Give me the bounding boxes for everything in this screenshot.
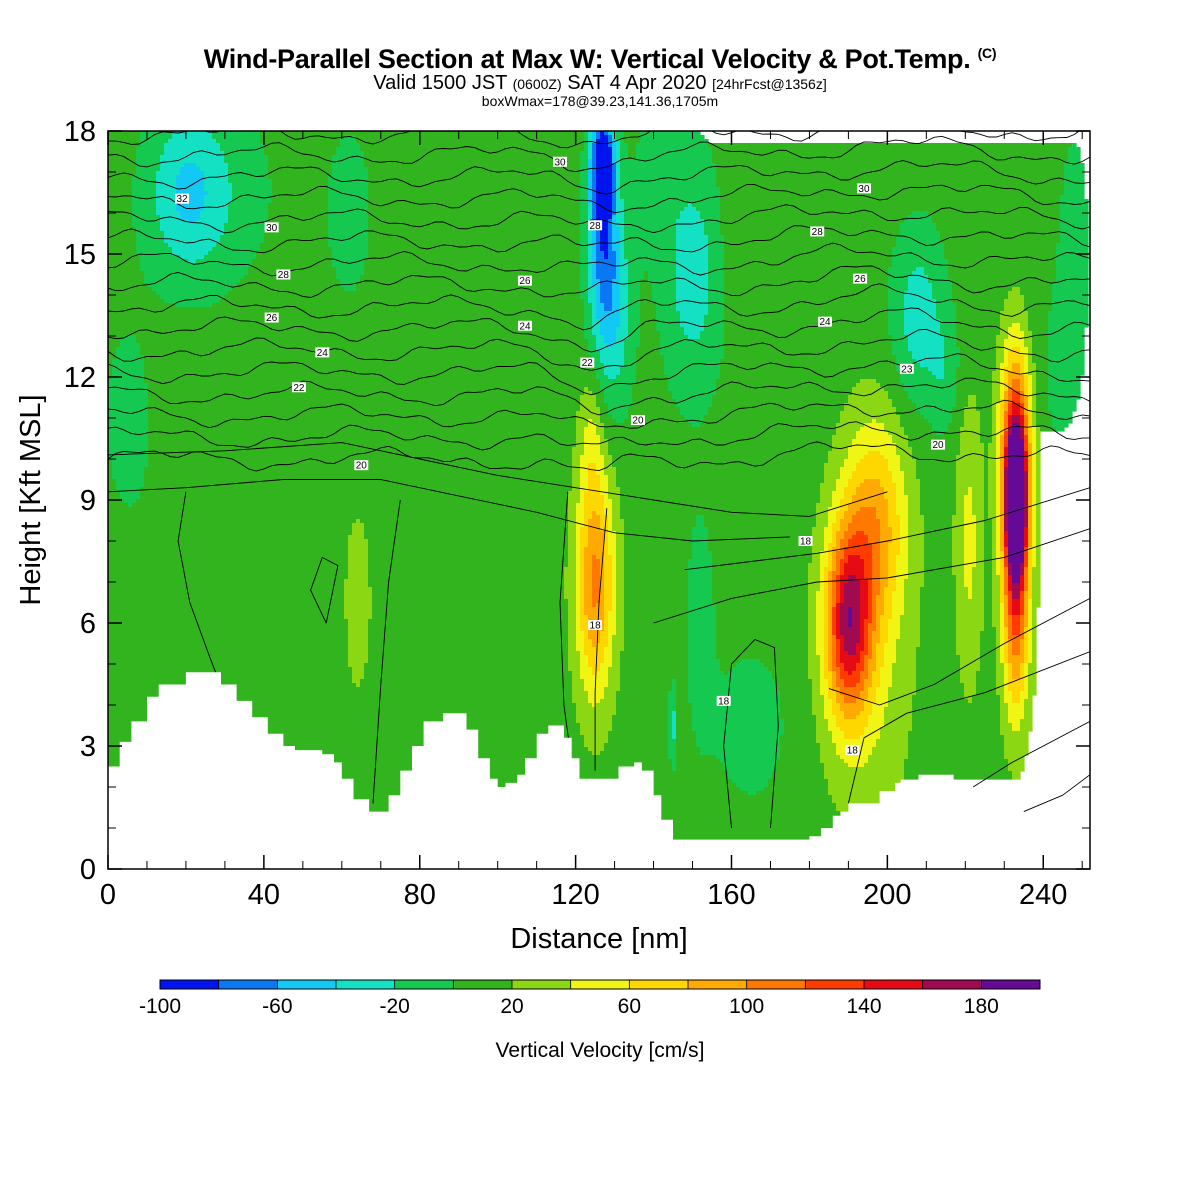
x-tick-label: 160 [707, 879, 755, 911]
chart-subtitle: Valid 1500 JST (0600Z) SAT 4 Apr 2020 [2… [373, 72, 827, 94]
theta-label: 24 [517, 320, 532, 332]
colorbar-swatch [629, 980, 689, 989]
theta-label: 26 [264, 312, 279, 324]
svg-text:20: 20 [356, 461, 368, 472]
contour-labels: 32 30 28 26 24 22 20 30 28 26 24 22 20 18 18 30 28 26 24 23… [175, 156, 946, 757]
colorbar-tick-label: 60 [618, 995, 641, 1018]
colorbar-swatch [277, 980, 337, 989]
svg-text:23: 23 [901, 364, 913, 375]
theta-label: 20 [630, 415, 645, 427]
colorbar-swatch [512, 980, 572, 989]
y-tick-label: 3 [80, 731, 96, 763]
theta-label: 20 [354, 460, 369, 472]
svg-text:24: 24 [317, 348, 329, 359]
chart-box-info: boxWmax=178@39.23,141.36,1705m [481, 93, 719, 109]
svg-text:30: 30 [554, 157, 566, 168]
x-tick-label: 240 [1019, 879, 1067, 911]
x-tick-label: 0 [100, 879, 116, 911]
terrain-mask [108, 672, 1090, 870]
theta-label: 26 [517, 275, 532, 287]
theta-label: 23 [899, 363, 914, 375]
theta-label: 18 [798, 536, 813, 548]
svg-text:28: 28 [590, 221, 602, 232]
y-tick-label: 15 [64, 239, 96, 271]
svg-text:22: 22 [582, 358, 594, 369]
chart-title: Wind-Parallel Section at Max W: Vertical… [203, 44, 997, 74]
svg-text:32: 32 [176, 194, 188, 205]
theta-label: 28 [810, 226, 825, 238]
theta-label: 18 [845, 745, 860, 757]
svg-text:24: 24 [819, 317, 831, 328]
y-tick-label: 0 [80, 854, 96, 886]
colorbar-tick-label: -20 [379, 995, 409, 1018]
theta-label: 26 [853, 273, 868, 285]
colorbar-tick-label: -60 [262, 995, 292, 1018]
theta-label: 24 [315, 347, 330, 359]
theta-label: 30 [553, 156, 568, 168]
svg-text:30: 30 [266, 223, 278, 234]
svg-text:28: 28 [278, 270, 290, 281]
x-tick-label: 120 [551, 879, 599, 911]
colorbar-tick-label: 100 [729, 995, 764, 1018]
x-axis-label: Distance [nm] [510, 923, 687, 955]
colorbar-swatch [453, 980, 513, 989]
svg-text:26: 26 [519, 276, 531, 287]
y-axis-label: Height [Kft MSL] [15, 394, 47, 605]
axes: 0 40 80 120 160 200 240 0 3 6 9 12 15 18 [64, 116, 1090, 911]
svg-text:18: 18 [718, 696, 730, 707]
colorbar-swatch [922, 980, 982, 989]
colorbar-swatch [864, 980, 924, 989]
colorbar: -100 -60 -20 20 60 100 140 180 [139, 979, 1041, 1018]
theta-label: 30 [856, 183, 871, 195]
theta-label: 22 [291, 382, 306, 394]
x-tick-label: 200 [863, 879, 911, 911]
colorbar-swatch [570, 980, 630, 989]
svg-text:24: 24 [519, 321, 531, 332]
theta-label: 30 [264, 222, 279, 234]
svg-text:30: 30 [858, 184, 870, 195]
theta-label: 20 [931, 439, 946, 451]
colorbar-swatch [394, 980, 454, 989]
svg-text:20: 20 [632, 416, 644, 427]
colorbar-swatch [160, 980, 220, 989]
potential-temperature-contours [108, 131, 1090, 829]
svg-text:18: 18 [800, 537, 812, 548]
colorbar-swatch [805, 980, 865, 989]
theta-label: 28 [588, 220, 603, 232]
colorbar-tick-label: 180 [964, 995, 999, 1018]
y-tick-label: 6 [80, 608, 96, 640]
svg-text:26: 26 [266, 313, 278, 324]
y-tick-label: 9 [80, 485, 96, 517]
theta-label: 18 [716, 695, 731, 707]
colorbar-swatch [981, 980, 1041, 989]
theta-label: 32 [175, 193, 190, 205]
theta-label: 18 [588, 620, 603, 632]
colorbar-label: Vertical Velocity [cm/s] [496, 1039, 705, 1062]
colorbar-tick-label: -100 [139, 995, 181, 1018]
svg-text:26: 26 [855, 274, 867, 285]
theta-label: 22 [580, 357, 595, 369]
svg-text:20: 20 [932, 440, 944, 451]
colorbar-swatch [336, 980, 396, 989]
y-tick-label: 18 [64, 116, 96, 148]
svg-text:18: 18 [590, 621, 602, 632]
colorbar-tick-label: 140 [846, 995, 881, 1018]
theta-label: 24 [818, 316, 833, 328]
colorbar-tick-label: 20 [500, 995, 523, 1018]
svg-text:22: 22 [293, 383, 305, 394]
theta-label: 28 [276, 269, 291, 281]
colorbar-swatch [218, 980, 278, 989]
x-tick-label: 80 [404, 879, 436, 911]
svg-text:28: 28 [812, 227, 824, 238]
colorbar-swatch [746, 980, 806, 989]
colorbar-swatch [688, 980, 748, 989]
x-tick-label: 40 [248, 879, 280, 911]
svg-text:18: 18 [847, 746, 859, 757]
y-tick-label: 12 [64, 362, 96, 394]
